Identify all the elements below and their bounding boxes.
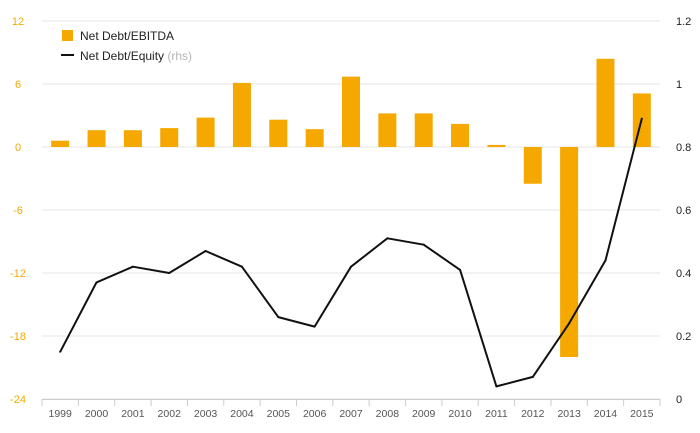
x-tick-label: 2003 — [194, 408, 218, 420]
y-right-tick-label: 0.2 — [676, 331, 691, 343]
x-tick-label: 2000 — [85, 408, 109, 420]
bar-2009 — [414, 113, 433, 147]
line-point-2004 — [240, 265, 243, 268]
y-left-tick-label: 12 — [12, 16, 24, 28]
line-point-2014 — [604, 259, 607, 262]
bar-2003 — [196, 117, 215, 147]
bar-2002 — [160, 128, 179, 147]
x-tick-label: 2008 — [376, 408, 400, 420]
x-tick-label: 2013 — [557, 408, 581, 420]
y-left-tick-label: -24 — [10, 394, 26, 406]
y-right-tick-label: 0.4 — [676, 268, 691, 280]
axes: 1999 2000 2001 2002 2003 2004 2005 2006 2007 2008… — [10, 16, 691, 420]
bar-2011 — [487, 144, 506, 147]
legend-label-bar: Net Debt/EBITDA — [80, 29, 174, 43]
y-left-tick-label: -6 — [13, 205, 23, 217]
legend-label-line: Net Debt/Equity (rhs) — [80, 49, 192, 63]
bar-2010 — [451, 123, 470, 147]
y-right-tick-label: 0 — [676, 394, 682, 406]
x-tick-label: 2015 — [630, 408, 654, 420]
y-right-tick-label: 0.6 — [676, 205, 691, 217]
bar-2004 — [232, 82, 251, 147]
y-right-tick-label: 0.8 — [676, 142, 691, 154]
bar-2014 — [596, 58, 615, 147]
bar-2005 — [269, 119, 288, 147]
y-left-tick-label: 0 — [15, 142, 21, 154]
legend: Net Debt/EBITDA Net Debt/Equity (rhs) — [61, 29, 192, 63]
legend-label-line-note: (rhs) — [167, 49, 192, 63]
line-point-2000 — [95, 281, 98, 284]
line-point-2003 — [204, 249, 207, 252]
x-tick-label: 2006 — [303, 408, 327, 420]
bar-1999 — [51, 140, 70, 147]
line-point-2011 — [495, 385, 498, 388]
line-point-2007 — [350, 265, 352, 268]
y-left-tick-label: 6 — [15, 79, 21, 91]
y-right-tick-label: 1 — [676, 79, 682, 91]
line-point-2015 — [640, 117, 643, 120]
bar-2012 — [523, 147, 542, 184]
x-tick-label: 2011 — [485, 408, 508, 420]
x-tick-label: 2007 — [339, 408, 363, 420]
x-tick-label: 2014 — [594, 408, 618, 420]
x-tick-label: 2004 — [230, 408, 254, 420]
line-point-2009 — [422, 243, 425, 246]
net-debt-equity-line — [59, 118, 643, 388]
x-tick-label: 2012 — [521, 408, 545, 420]
line-point-2012 — [531, 375, 534, 378]
x-tick-label: 2002 — [158, 408, 182, 420]
line-point-1999 — [59, 350, 62, 353]
x-tick-label: 2005 — [267, 408, 291, 420]
line-point-2006 — [313, 325, 316, 328]
line-point-2008 — [386, 237, 389, 240]
legend-swatch-bar — [62, 30, 73, 41]
bar-2008 — [378, 113, 397, 147]
line-series — [59, 117, 643, 388]
line-point-2010 — [459, 268, 462, 271]
bar-2007 — [342, 76, 360, 147]
bar-2000 — [87, 130, 106, 147]
line-point-2013 — [568, 322, 571, 325]
x-tick-label: 2001 — [121, 408, 145, 420]
y-left-tick-label: -12 — [10, 268, 26, 280]
y-right-tick-label: 1.2 — [676, 16, 691, 28]
bar-2001 — [123, 130, 142, 147]
line-point-2002 — [168, 272, 171, 274]
bar-2013 — [560, 147, 579, 357]
bar-2006 — [305, 129, 324, 147]
line-point-2001 — [131, 265, 134, 268]
legend-label-line-name: Net Debt/Equity — [80, 49, 164, 63]
x-tick-label: 2009 — [412, 408, 436, 420]
bar-series — [51, 58, 651, 357]
line-point-2005 — [277, 316, 280, 319]
x-tick-label: 2010 — [448, 408, 472, 420]
y-left-tick-label: -18 — [10, 331, 26, 343]
x-tick-label: 1999 — [48, 408, 72, 420]
